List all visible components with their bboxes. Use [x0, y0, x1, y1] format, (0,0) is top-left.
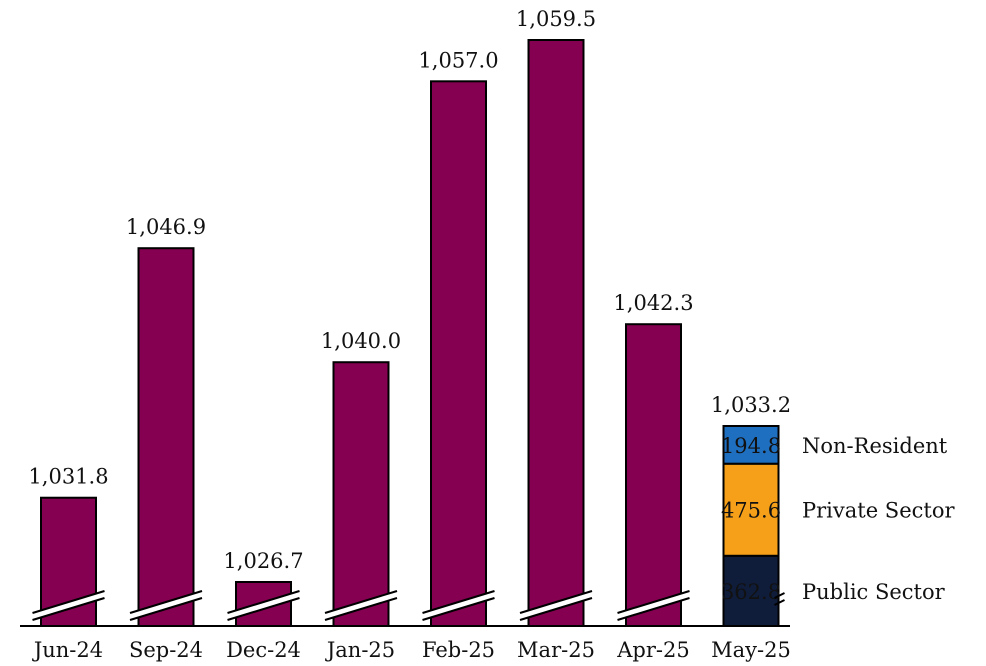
- bar-sep-24: [137, 247, 195, 628]
- x-tick-label: Sep-24: [129, 638, 203, 662]
- axis-break-gap: [130, 591, 202, 620]
- axis-break-line: [324, 597, 398, 621]
- axis-break-gap: [325, 591, 397, 620]
- axis-break-line: [129, 590, 203, 614]
- stack-segment-non-resident: [722, 425, 780, 465]
- axis-break-gap: [227, 591, 300, 620]
- bar-mar-25: [527, 39, 585, 627]
- axis-break-line: [324, 590, 398, 614]
- value-label: 1,040.0: [321, 329, 401, 353]
- axis-break-line: [227, 597, 300, 621]
- value-label: 1,033.2: [711, 393, 791, 417]
- axis-break-gap: [32, 591, 105, 620]
- axis-break-line: [129, 597, 203, 621]
- x-tick-label: May-25: [711, 638, 791, 662]
- axis-break-gap: [422, 591, 495, 620]
- x-tick-label: Jun-24: [32, 638, 103, 662]
- stack-segment-public-sector: [722, 554, 780, 628]
- bar-jun-24: [40, 496, 97, 627]
- value-label: 1,059.5: [516, 7, 596, 31]
- segment-value-label: 475.6: [721, 499, 781, 523]
- axis-break-line: [32, 590, 105, 614]
- axis-break-gap: [617, 591, 690, 620]
- segment-name-label: Public Sector: [802, 580, 946, 604]
- x-tick-label: Feb-25: [422, 638, 495, 662]
- axis-break-line: [617, 597, 690, 621]
- segment-name-label: Non-Resident: [802, 434, 948, 458]
- value-label: 1,042.3: [613, 291, 693, 315]
- value-label: 1,046.9: [126, 215, 206, 239]
- bar-feb-25: [430, 80, 487, 627]
- x-tick-label: Jan-25: [325, 638, 395, 662]
- bar-apr-25: [625, 323, 682, 627]
- x-tick-label: Dec-24: [226, 638, 301, 662]
- axis-break-line: [32, 597, 105, 621]
- segment-name-label: Private Sector: [802, 499, 955, 523]
- axis-break-line: [519, 590, 593, 614]
- axis-break-line: [617, 590, 690, 614]
- value-label: 1,026.7: [223, 549, 303, 573]
- x-tick-label: Apr-25: [616, 638, 689, 662]
- x-tick-label: Mar-25: [517, 638, 595, 662]
- value-label: 1,057.0: [418, 48, 498, 72]
- bar-jan-25: [332, 361, 390, 627]
- segment-value-label: 194.8: [721, 434, 781, 458]
- segment-value-label: 362.8: [721, 580, 781, 604]
- axis-break-gap: [520, 591, 592, 620]
- axis-break-line: [774, 592, 785, 606]
- value-label: 1,031.8: [28, 465, 108, 489]
- axis-break-line: [227, 590, 300, 614]
- axis-break-line: [422, 597, 495, 621]
- axis-break-line: [422, 590, 495, 614]
- axis-break-line: [519, 597, 593, 621]
